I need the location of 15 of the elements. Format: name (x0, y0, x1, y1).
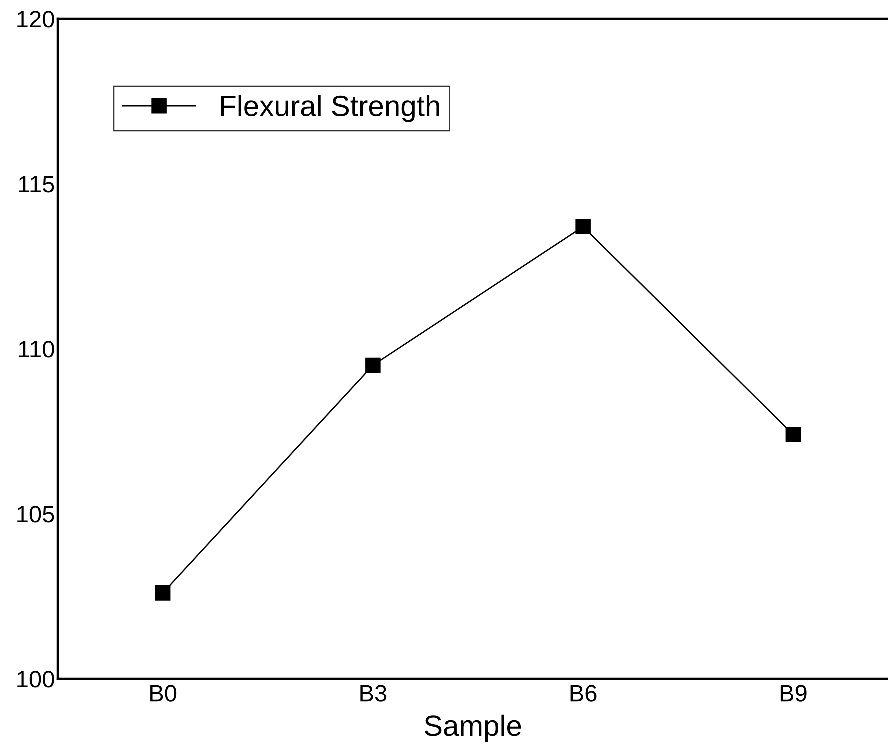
point (786, 427, 802, 442)
x-tick-label: B0 (150, 685, 177, 702)
y-tick-label: 105 (18, 506, 54, 523)
y-tick-label: 115 (19, 176, 54, 193)
x-axis-title: Sample (424, 714, 522, 742)
y-tick-label: 110 (19, 341, 54, 358)
x-tick-label: B9 (780, 685, 807, 702)
point (366, 358, 381, 374)
y-tick-label: 120 (18, 11, 54, 28)
x-tick-label: B6 (570, 685, 597, 702)
legend-label: Flexural Strength (221, 95, 440, 122)
y-tick-label: 100 (18, 671, 54, 688)
point (155, 586, 171, 601)
x-tick-label: B3 (360, 685, 387, 702)
point (576, 219, 591, 235)
